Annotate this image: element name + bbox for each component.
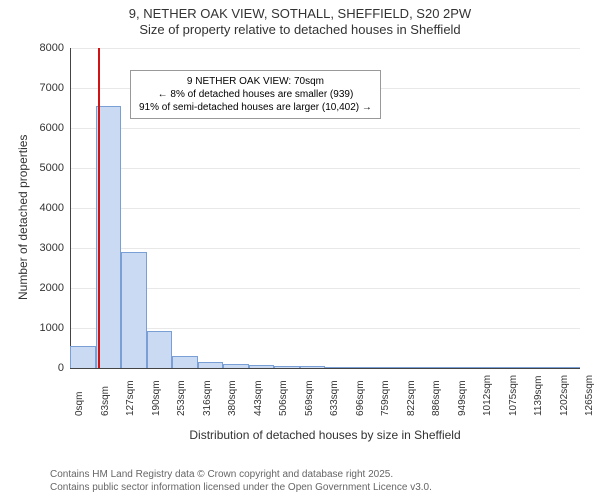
ytick-label: 7000: [0, 82, 64, 94]
histogram-bar: [121, 252, 147, 368]
y-axis: [70, 48, 71, 368]
x-axis: [70, 368, 580, 369]
gridline: [70, 168, 580, 169]
xtick-label: 886sqm: [431, 380, 442, 416]
xtick-label: 190sqm: [151, 380, 162, 416]
xtick-label: 949sqm: [457, 380, 468, 416]
gridline: [70, 48, 580, 49]
xtick-label: 127sqm: [125, 380, 136, 416]
histogram-bar: [478, 367, 504, 368]
gridline: [70, 248, 580, 249]
ytick-label: 2000: [0, 282, 64, 294]
title-line-2: Size of property relative to detached ho…: [0, 22, 600, 38]
footer-line-2: Contains public sector information licen…: [50, 481, 432, 494]
ytick-label: 4000: [0, 202, 64, 214]
footer-attribution: Contains HM Land Registry data © Crown c…: [50, 468, 432, 494]
ytick-label: 0: [0, 362, 64, 374]
xtick-label: 253sqm: [176, 380, 187, 416]
ytick-label: 6000: [0, 122, 64, 134]
histogram-bar: [325, 367, 351, 368]
y-axis-label: Number of detached properties: [16, 135, 30, 300]
plot-area: 9 NETHER OAK VIEW: 70sqm← 8% of detached…: [70, 48, 580, 368]
xtick-label: 1139sqm: [533, 376, 544, 416]
xtick-label: 569sqm: [304, 380, 315, 416]
xtick-label: 1012sqm: [482, 375, 493, 416]
xtick-label: 1265sqm: [584, 375, 595, 416]
histogram-bar: [453, 367, 479, 368]
histogram-bar: [504, 367, 530, 368]
histogram-bar: [249, 365, 275, 368]
histogram-bar: [223, 364, 249, 368]
histogram-bar: [427, 367, 453, 368]
xtick-label: 443sqm: [253, 380, 264, 416]
histogram-bar: [376, 367, 402, 368]
xtick-label: 0sqm: [74, 392, 85, 416]
property-marker-line: [98, 48, 100, 368]
ytick-label: 3000: [0, 242, 64, 254]
histogram-bar: [402, 367, 428, 368]
histogram-bar: [147, 331, 173, 368]
histogram-bar: [529, 367, 555, 368]
xtick-label: 1075sqm: [508, 375, 519, 416]
gridline: [70, 208, 580, 209]
gridline: [70, 328, 580, 329]
xtick-label: 1202sqm: [559, 375, 570, 416]
gridline: [70, 288, 580, 289]
ytick-label: 1000: [0, 322, 64, 334]
histogram-bar: [172, 356, 198, 368]
callout-line-1: 9 NETHER OAK VIEW: 70sqm: [139, 75, 372, 88]
histogram-bar: [70, 346, 96, 368]
xtick-label: 759sqm: [380, 380, 391, 416]
xtick-label: 696sqm: [355, 380, 366, 416]
histogram-bar: [300, 366, 326, 368]
histogram-bar: [198, 362, 224, 368]
footer-line-1: Contains HM Land Registry data © Crown c…: [50, 468, 432, 481]
histogram-bar: [555, 367, 581, 368]
histogram-bar: [274, 366, 300, 368]
xtick-label: 822sqm: [406, 380, 417, 416]
ytick-label: 8000: [0, 42, 64, 54]
title-block: 9, NETHER OAK VIEW, SOTHALL, SHEFFIELD, …: [0, 0, 600, 39]
gridline: [70, 128, 580, 129]
xtick-label: 633sqm: [329, 380, 340, 416]
xtick-label: 63sqm: [100, 386, 111, 416]
callout-line-2: ← 8% of detached houses are smaller (939…: [139, 88, 372, 101]
histogram-bar: [351, 367, 377, 368]
chart-container: 9, NETHER OAK VIEW, SOTHALL, SHEFFIELD, …: [0, 0, 600, 500]
title-line-1: 9, NETHER OAK VIEW, SOTHALL, SHEFFIELD, …: [0, 6, 600, 22]
xtick-label: 506sqm: [278, 380, 289, 416]
xtick-label: 380sqm: [227, 380, 238, 416]
callout-box: 9 NETHER OAK VIEW: 70sqm← 8% of detached…: [130, 70, 381, 119]
callout-line-3: 91% of semi-detached houses are larger (…: [139, 101, 372, 114]
x-axis-label: Distribution of detached houses by size …: [70, 428, 580, 442]
ytick-label: 5000: [0, 162, 64, 174]
xtick-label: 316sqm: [202, 380, 213, 416]
